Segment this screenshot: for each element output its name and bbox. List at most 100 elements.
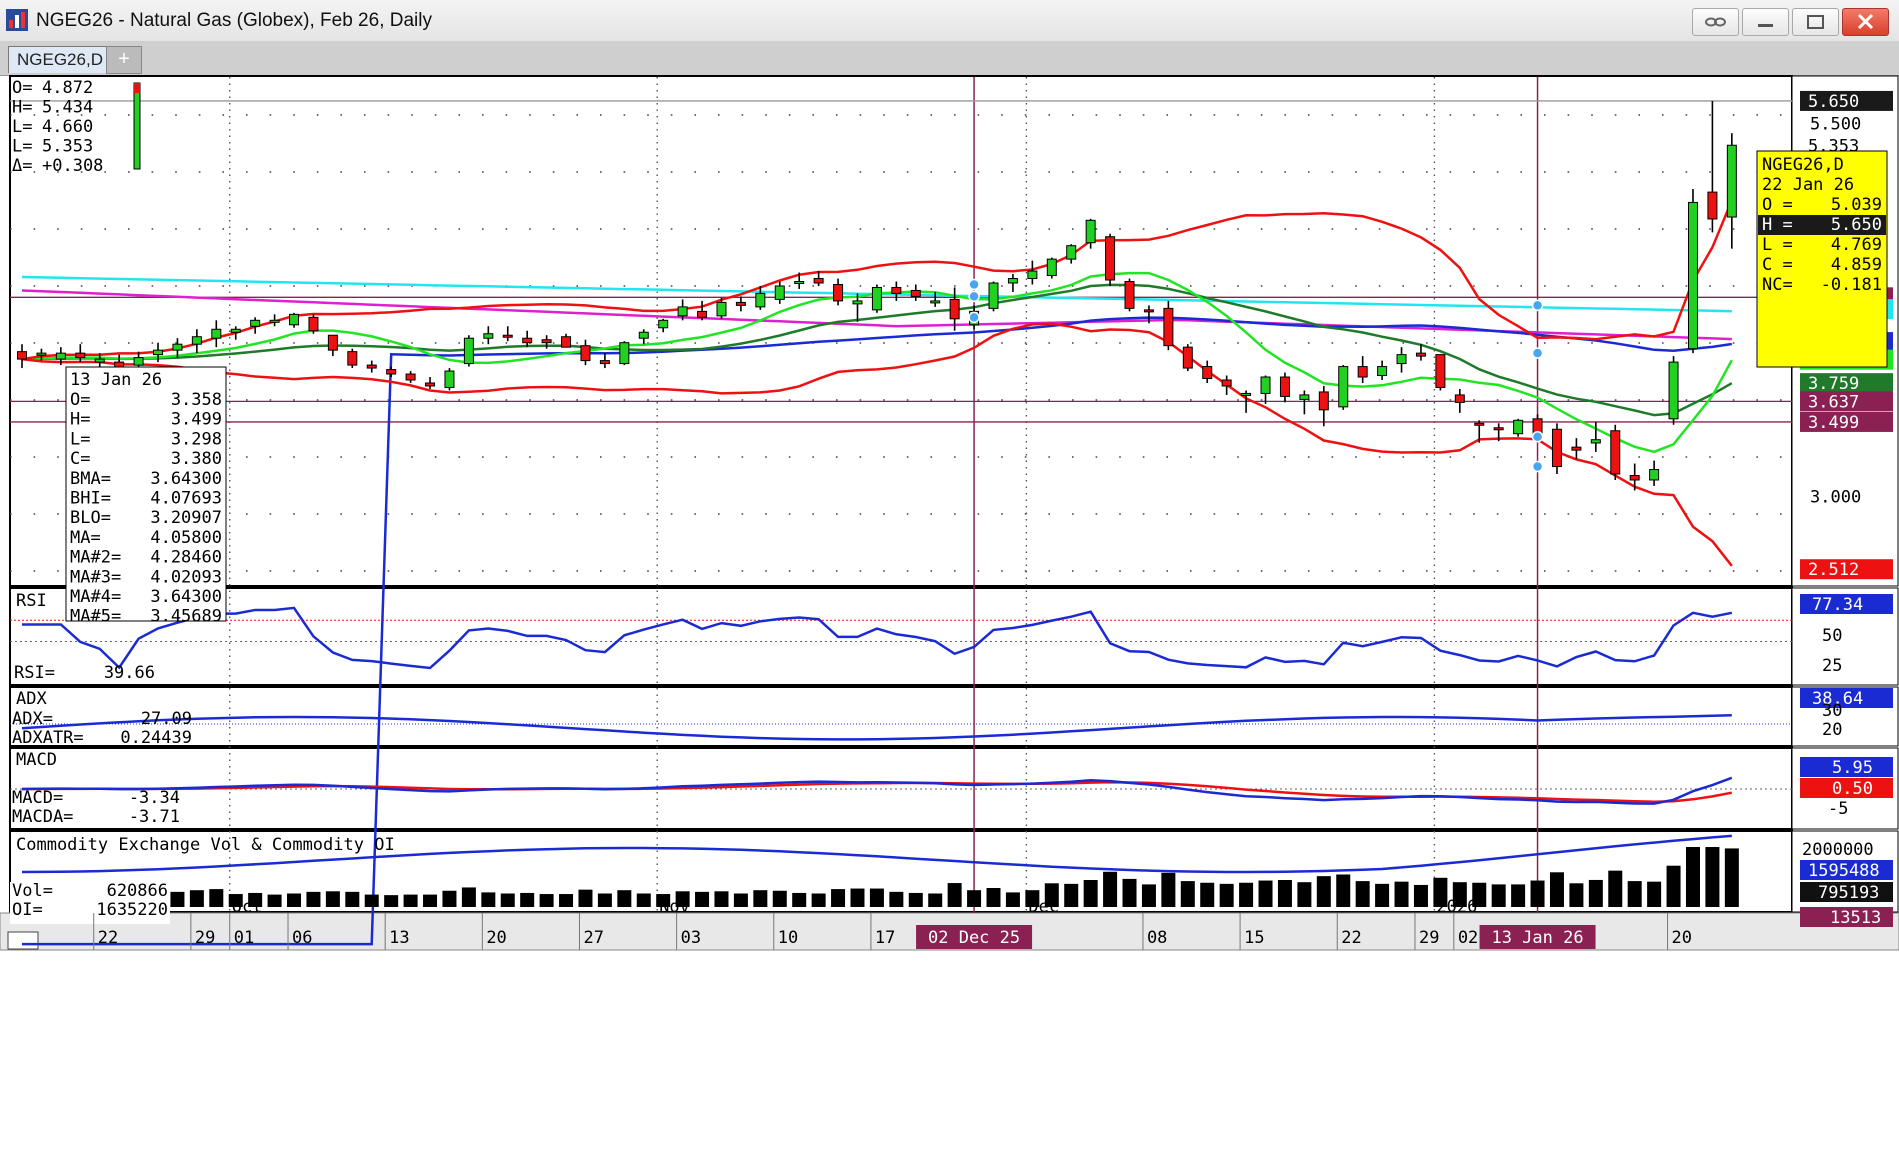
day-label: 20 bbox=[486, 928, 506, 948]
volume-bar bbox=[928, 893, 943, 907]
volume-bar bbox=[1666, 865, 1681, 907]
cursor-value: 3.380 bbox=[171, 449, 222, 469]
volume-title: Commodity Exchange Vol & Commodity OI bbox=[16, 835, 395, 855]
macd-value: -3.71 bbox=[129, 807, 180, 827]
tooltip-label: H = bbox=[1762, 215, 1793, 235]
restore-button[interactable] bbox=[1792, 8, 1839, 36]
chart-area[interactable]: 5.5004.5003.0005.6505.3534.3344.2554.034… bbox=[0, 75, 1899, 1150]
tooltip-label: O = bbox=[1762, 195, 1793, 215]
price-tag-bg bbox=[1800, 90, 1893, 111]
tab-ngeg26[interactable]: NGEG26,D bbox=[8, 46, 112, 73]
volume-bar bbox=[1608, 870, 1623, 907]
macd-label: MACDA= bbox=[12, 807, 73, 827]
volume-bar bbox=[228, 894, 243, 907]
cursor-value: 3.64300 bbox=[150, 587, 222, 607]
volume-bar bbox=[869, 888, 884, 907]
reference-lines bbox=[10, 77, 1792, 913]
candle-down bbox=[327, 334, 338, 351]
tooltip-highlight bbox=[1758, 215, 1886, 235]
volume-bar bbox=[1433, 877, 1448, 907]
adx-value: 0.24439 bbox=[120, 728, 192, 748]
link-icon bbox=[1705, 17, 1726, 27]
volume-bar bbox=[1647, 881, 1662, 907]
cursor-label: BMA= bbox=[70, 469, 111, 489]
volume-label: Vol= bbox=[12, 881, 53, 901]
volume-bar bbox=[1472, 882, 1487, 907]
price-tick-label: 5.500 bbox=[1810, 114, 1861, 134]
crosshair-marker bbox=[1531, 347, 1544, 359]
candle-up bbox=[1241, 392, 1252, 396]
chart-frame bbox=[0, 75, 1899, 951]
rsi-tag: 77.34 bbox=[1812, 595, 1863, 615]
volume-bar bbox=[1219, 883, 1234, 907]
link-button[interactable] bbox=[1692, 8, 1739, 36]
tab-bar: NGEG26,D + bbox=[0, 41, 1899, 76]
cursor-value: 4.05800 bbox=[150, 528, 222, 548]
vol-low-tag-bg bbox=[1800, 907, 1893, 927]
adx-label: ADXATR= bbox=[12, 728, 84, 748]
candle-up bbox=[619, 342, 630, 365]
close-button[interactable] bbox=[1842, 8, 1889, 36]
volume-bar bbox=[597, 893, 612, 907]
volume-bar bbox=[908, 892, 923, 907]
close-icon bbox=[1857, 13, 1874, 30]
cursor-label: C= bbox=[70, 449, 90, 469]
volume-bar bbox=[1083, 880, 1098, 907]
volume-bar bbox=[792, 892, 807, 907]
tooltip-label: L = bbox=[1762, 235, 1793, 255]
volume-bar bbox=[1355, 881, 1370, 907]
add-tab-button[interactable]: + bbox=[106, 46, 142, 74]
candle-up bbox=[677, 306, 688, 317]
candle-down bbox=[813, 278, 824, 284]
cursor-value: 3.358 bbox=[171, 390, 222, 410]
candle-up bbox=[211, 328, 222, 339]
price-tag-bg bbox=[1800, 135, 1893, 156]
volume-tick: 2000000 bbox=[1802, 840, 1874, 860]
candle-up bbox=[94, 358, 105, 363]
rsi-tag-bg bbox=[1800, 594, 1893, 614]
candle-up bbox=[444, 370, 455, 388]
volume-bar bbox=[1394, 881, 1409, 907]
candle-down bbox=[1629, 475, 1640, 481]
adx-value: 27.09 bbox=[141, 709, 192, 729]
panel-rsi bbox=[9, 587, 1793, 686]
candle-down bbox=[1182, 346, 1193, 369]
volume-bar bbox=[695, 891, 710, 907]
vol-tag: 795193 bbox=[1818, 883, 1879, 903]
candle-down bbox=[599, 360, 610, 365]
day-label: 02 bbox=[1458, 928, 1478, 948]
indicator-lines bbox=[21, 200, 1733, 946]
volume-bar bbox=[1705, 847, 1720, 907]
candle-up bbox=[1260, 376, 1271, 394]
volume-bar bbox=[1511, 884, 1526, 907]
bollinger-lower bbox=[21, 322, 1733, 567]
candle-down bbox=[405, 373, 416, 381]
cursor-label: MA#2= bbox=[70, 548, 121, 568]
candle-down bbox=[308, 316, 319, 332]
candle-up bbox=[658, 319, 669, 329]
volume-value: 1635220 bbox=[96, 900, 168, 920]
axis-corner-box bbox=[7, 931, 39, 950]
app-icon bbox=[6, 9, 28, 31]
volume-bar bbox=[442, 890, 457, 907]
ohlc-label: H= bbox=[12, 98, 32, 118]
month-label: 2026 bbox=[1436, 897, 1477, 917]
price-tag-value: 5.650 bbox=[1808, 92, 1859, 112]
candle-down bbox=[502, 334, 513, 338]
volume-bar bbox=[248, 892, 263, 907]
volume-bar bbox=[189, 890, 204, 907]
volume-bar bbox=[967, 890, 982, 907]
minimize-button[interactable] bbox=[1742, 8, 1789, 36]
price-tag-value: 3.499 bbox=[1808, 413, 1859, 433]
ma-darkgreen bbox=[21, 283, 1733, 417]
volume-bar bbox=[850, 888, 865, 907]
macd-tag: 5.95 bbox=[1832, 758, 1873, 778]
volume-bar bbox=[1103, 871, 1118, 907]
ohlc-label: L= bbox=[12, 137, 32, 157]
candle-down bbox=[1707, 191, 1718, 220]
volume-bar bbox=[559, 894, 574, 907]
day-label: 29 bbox=[195, 928, 215, 948]
month-label: Oct bbox=[232, 897, 263, 917]
candle-down bbox=[75, 352, 86, 359]
cursor-value: 3.499 bbox=[171, 410, 222, 430]
